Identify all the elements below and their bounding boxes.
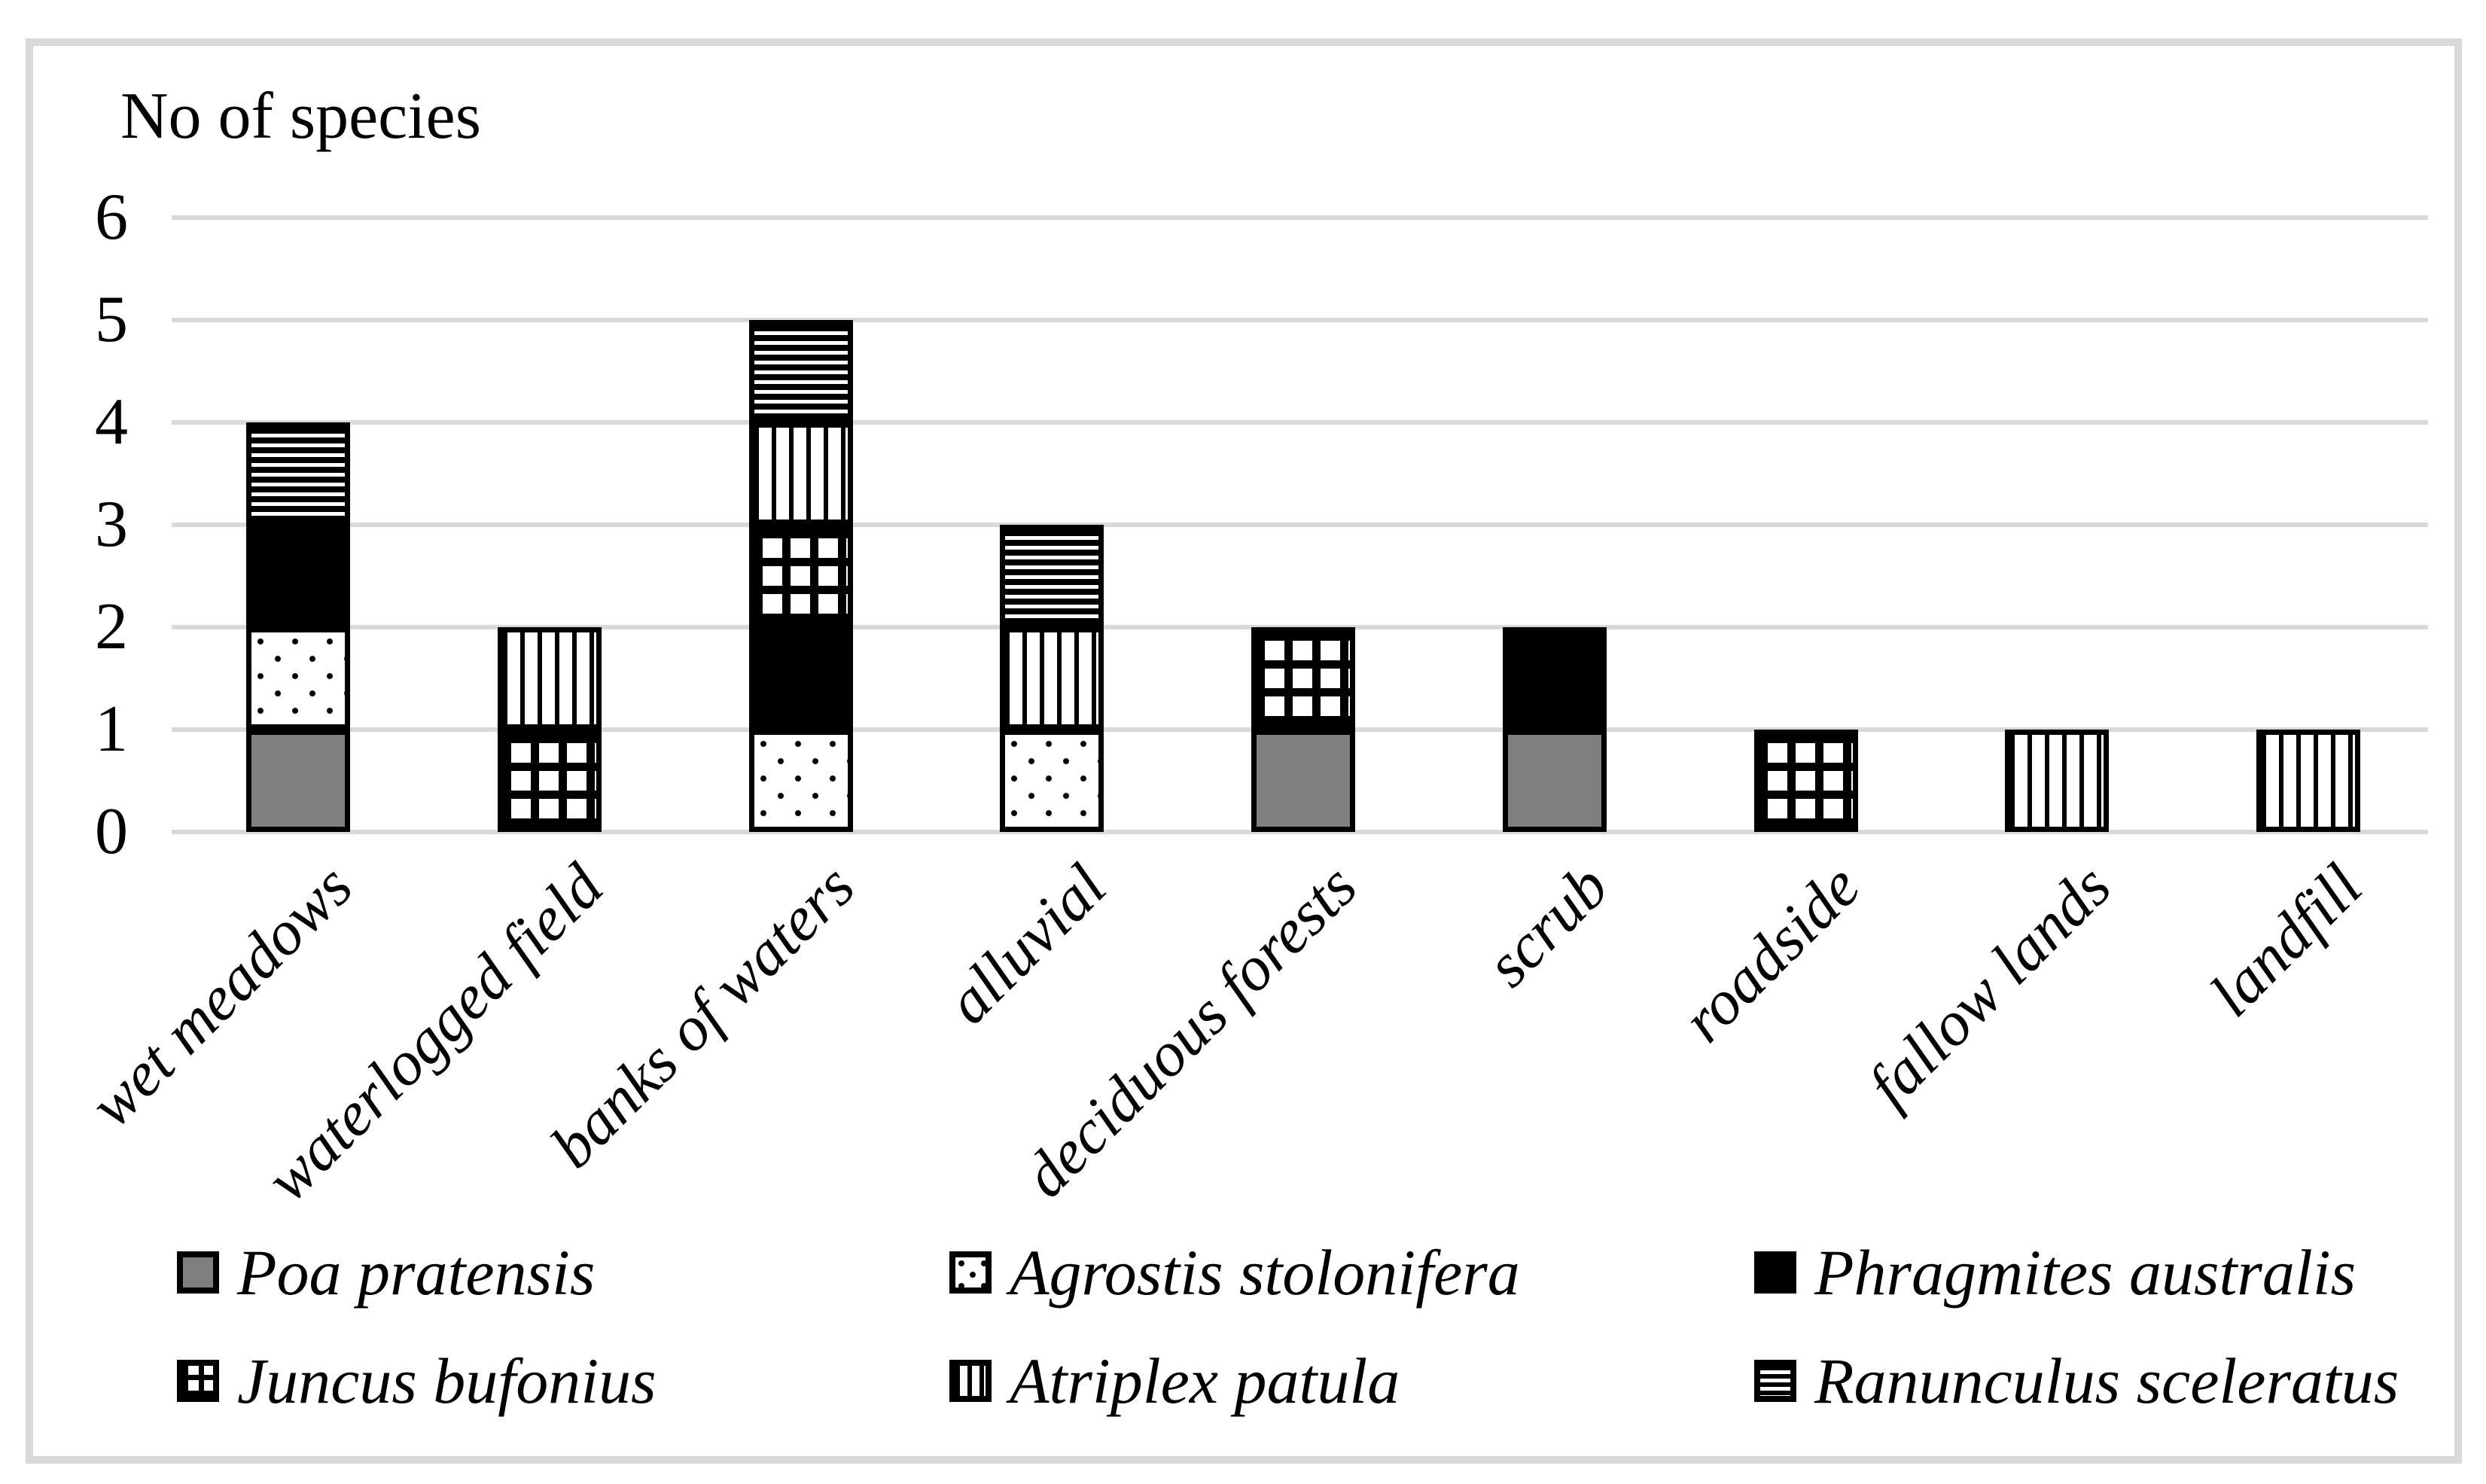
bar-segment-Phragmites-australis xyxy=(246,525,350,627)
bar-segment-Juncus-bufonius xyxy=(1251,627,1355,730)
plot-area xyxy=(172,215,2428,834)
bar-segment-Juncus-bufonius xyxy=(1753,730,1858,832)
legend-swatch-solid-black-icon xyxy=(1754,1251,1796,1294)
bar-segment-Juncus-bufonius xyxy=(497,730,602,832)
y-tick-label-0: 0 xyxy=(95,795,128,868)
legend-swatch-dotted-white-icon xyxy=(949,1251,992,1294)
bar-segment-Ranunculus-sceleratus xyxy=(1000,525,1104,627)
y-tick-label-6: 6 xyxy=(95,181,128,254)
bar-segment-Atriplex-patula xyxy=(2256,730,2360,832)
bar-segment-Ranunculus-sceleratus xyxy=(748,320,853,422)
legend-label: Ranunculus sceleratus xyxy=(1814,1345,2399,1417)
bar-landfill xyxy=(2256,730,2360,832)
legend-item-Juncus-bufonius: Juncus bufonius xyxy=(177,1345,657,1417)
bar-deciduous-forests xyxy=(1251,627,1355,832)
legend-swatch-horizontal-stripes-icon xyxy=(1754,1360,1796,1402)
bar-segment-Agrostis-stolonifera xyxy=(748,730,853,832)
bar-segment-Poa-pratensis xyxy=(1502,730,1607,832)
chart-title: No of species xyxy=(120,80,481,153)
legend-item-Ranunculus-sceleratus: Ranunculus sceleratus xyxy=(1754,1345,2399,1417)
y-tick-label-1: 1 xyxy=(95,693,128,766)
legend-label: Poa pratensis xyxy=(237,1236,596,1309)
bar-segment-Atriplex-patula xyxy=(748,422,853,525)
y-tick-label-4: 4 xyxy=(95,385,128,459)
bar-segment-Juncus-bufonius xyxy=(748,525,853,627)
bar-scrub xyxy=(1502,627,1607,832)
gridline-y0 xyxy=(172,830,2428,834)
gridline-y6 xyxy=(172,215,2428,220)
bar-segment-Poa-pratensis xyxy=(1251,730,1355,832)
bar-alluvial xyxy=(1000,525,1104,832)
legend-swatch-vertical-stripes-icon xyxy=(949,1360,992,1402)
bar-fallow-lands xyxy=(2005,730,2110,832)
y-tick-label-2: 2 xyxy=(95,590,128,663)
bar-banks-of-waters xyxy=(748,320,853,832)
bar-roadside xyxy=(1753,730,1858,832)
bar-segment-Atriplex-patula xyxy=(1000,627,1104,730)
gridline-y4 xyxy=(172,420,2428,425)
legend-item-Agrostis-stolonifera: Agrostis stolonifera xyxy=(949,1236,1520,1309)
bar-segment-Agrostis-stolonifera xyxy=(1000,730,1104,832)
gridline-y5 xyxy=(172,318,2428,322)
legend-swatch-solid-gray-icon xyxy=(177,1251,219,1294)
bar-segment-Agrostis-stolonifera xyxy=(246,627,350,730)
legend-label: Agrostis stolonifera xyxy=(1010,1236,1520,1309)
bar-wet-meadows xyxy=(246,422,350,832)
legend-label: Juncus bufonius xyxy=(237,1345,657,1417)
y-tick-label-5: 5 xyxy=(95,283,128,356)
y-tick-label-3: 3 xyxy=(95,488,128,561)
bar-segment-Atriplex-patula xyxy=(497,627,602,730)
bar-segment-Atriplex-patula xyxy=(2005,730,2110,832)
legend-swatch-grid-crosshatch-icon xyxy=(177,1360,219,1402)
legend-label: Atriplex patula xyxy=(1010,1345,1400,1417)
bar-segment-Phragmites-australis xyxy=(748,627,853,730)
legend-label: Phragmites australis xyxy=(1814,1236,2357,1309)
gridline-y3 xyxy=(172,523,2428,527)
bar-segment-Ranunculus-sceleratus xyxy=(246,422,350,525)
legend-item-Atriplex-patula: Atriplex patula xyxy=(949,1345,1400,1417)
bar-waterlogged-field xyxy=(497,627,602,832)
bar-segment-Poa-pratensis xyxy=(246,730,350,832)
legend-item-Poa-pratensis: Poa pratensis xyxy=(177,1236,595,1309)
bar-segment-Phragmites-australis xyxy=(1502,627,1607,730)
legend-item-Phragmites-australis: Phragmites australis xyxy=(1754,1236,2356,1309)
